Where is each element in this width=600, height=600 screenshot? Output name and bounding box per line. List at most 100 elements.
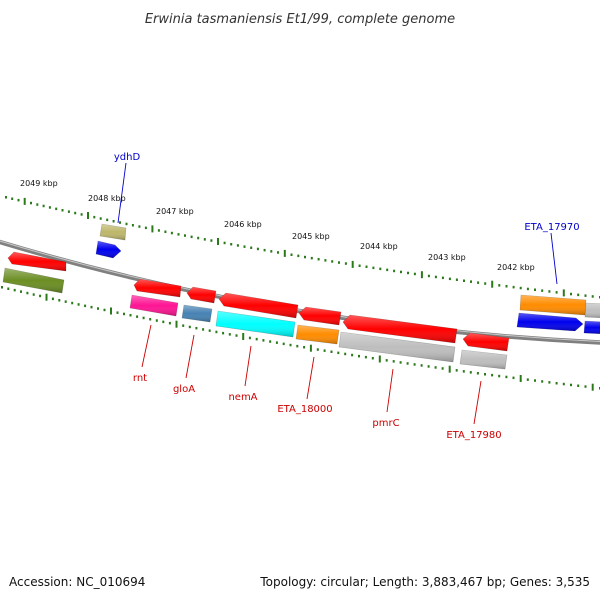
gene-label-ETA_18000[interactable]: ETA_18000 [277, 404, 332, 415]
minor-tick [138, 225, 141, 228]
gene-label-ETA_17980[interactable]: ETA_17980 [446, 430, 501, 441]
major-tick [448, 365, 451, 373]
minor-tick [184, 234, 186, 237]
minor-tick [282, 342, 285, 346]
gene-shade [299, 307, 341, 325]
gene-shade [182, 305, 212, 322]
minor-tick [365, 265, 368, 268]
gene-shade [343, 315, 457, 343]
major-tick [151, 225, 154, 233]
minor-tick [534, 379, 536, 382]
minor-tick [344, 262, 347, 265]
minor-tick [26, 291, 29, 295]
minor-tick [269, 340, 272, 343]
minor-tick [202, 328, 205, 331]
minor-tick [372, 266, 375, 270]
topology-text: Topology: circular; Length: 3,883,467 bp… [259, 575, 590, 589]
gene-shade [520, 295, 586, 315]
minor-tick [364, 355, 367, 359]
minor-tick [455, 369, 458, 372]
minor-tick [462, 370, 465, 373]
minor-tick [32, 293, 35, 296]
major-tick [519, 375, 522, 382]
minor-tick [236, 244, 239, 247]
minor-tick [177, 233, 180, 236]
major-tick [351, 260, 354, 268]
gene-label-ydhD[interactable]: ydhD [114, 152, 141, 163]
minor-tick [296, 344, 299, 348]
gene-shading [3, 224, 600, 369]
minor-tick [406, 362, 409, 365]
major-tick [23, 197, 26, 205]
minor-tick [188, 325, 191, 329]
major-tick [217, 238, 219, 245]
minor-tick [358, 354, 360, 358]
minor-tick [67, 210, 70, 213]
minor-tick [77, 303, 80, 306]
gene-label-gloA[interactable]: gloA [173, 384, 195, 395]
minor-tick [505, 375, 508, 379]
gene-features [2, 223, 600, 370]
major-tick [283, 249, 286, 257]
major-tick [110, 307, 112, 315]
minor-tick [399, 361, 402, 364]
minor-tick [112, 220, 115, 223]
minor-tick [119, 221, 121, 224]
minor-tick [116, 311, 119, 314]
minor-tick [64, 300, 67, 303]
minor-tick [386, 268, 389, 272]
minor-tick [182, 324, 185, 327]
minor-tick [36, 203, 39, 206]
minor-tick [526, 378, 529, 381]
major-tick [45, 293, 48, 301]
minor-tick [262, 339, 265, 342]
minor-tick [338, 261, 340, 264]
minor-tick [270, 250, 273, 253]
minor-tick [316, 348, 319, 351]
major-tick [420, 271, 423, 279]
gene-shade [134, 279, 181, 297]
minor-tick [97, 307, 99, 310]
gene-label-rnt[interactable]: rnt [133, 373, 147, 384]
gene-shade [517, 313, 583, 331]
gene-label-ETA_17970[interactable]: ETA_17970 [524, 222, 579, 233]
minor-tick [142, 316, 145, 320]
leader-line [473, 380, 482, 425]
gene-label-pmrC[interactable]: pmrC [372, 418, 399, 429]
minor-tick [58, 299, 61, 302]
scale-tick-label: 2045 kbp [292, 232, 330, 241]
minor-tick [235, 334, 238, 337]
minor-tick [385, 359, 388, 362]
minor-tick [512, 376, 515, 380]
minor-tick [275, 341, 278, 344]
minor-tick [11, 197, 14, 200]
minor-tick [230, 243, 233, 246]
major-tick [87, 212, 89, 219]
minor-tick [477, 281, 480, 284]
gene-shade [3, 268, 64, 293]
gene-shade [216, 311, 295, 337]
gene-shade [339, 332, 455, 362]
minor-tick [371, 357, 374, 360]
leader-line [306, 356, 315, 400]
minor-tick [208, 329, 211, 332]
gene-shade [585, 303, 600, 318]
minor-tick [203, 238, 206, 241]
minor-tick [256, 247, 259, 251]
minor-tick [484, 282, 487, 285]
minor-tick [48, 206, 51, 209]
minor-tick [7, 287, 10, 290]
minor-tick [195, 326, 198, 330]
minor-tick [413, 272, 416, 276]
minor-tick [290, 253, 293, 256]
minor-tick [591, 295, 594, 298]
gene-shade [8, 252, 66, 271]
minor-tick [51, 297, 54, 301]
scale-tick-label: 2048 kbp [88, 194, 126, 203]
scale-tick-label: 2042 kbp [497, 263, 535, 272]
gene-shade [460, 350, 507, 369]
gene-shade [463, 333, 509, 351]
scale-tick-label: 2047 kbp [156, 207, 194, 216]
minor-tick [222, 331, 225, 335]
gene-label-nemA[interactable]: nemA [228, 392, 257, 403]
